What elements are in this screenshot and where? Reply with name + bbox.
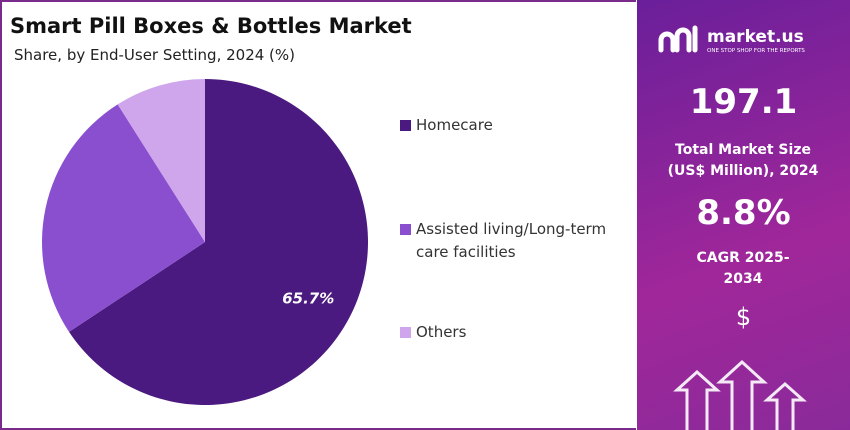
- legend-item: Homecare: [400, 114, 630, 137]
- chart-panel: Smart Pill Boxes & Bottles Market Share,…: [0, 0, 636, 430]
- pie: 65.7%: [41, 79, 368, 405]
- legend-label: Others: [416, 323, 467, 341]
- chart-title: Smart Pill Boxes & Bottles Market: [10, 14, 412, 38]
- tagline: ONE STOP SHOP FOR THE REPORTS: [707, 48, 805, 54]
- market-size: 197.1: [689, 82, 798, 122]
- decoration: [658, 25, 807, 430]
- legend-label: Assisted living/Long-term care facilitie…: [416, 220, 607, 261]
- pie-slice: [41, 104, 205, 332]
- chart-subtitle: Share, by End-User Setting, 2024 (%): [14, 46, 296, 64]
- legend-item: Assisted living/Long-term care facilitie…: [400, 218, 630, 264]
- brand: market.us: [707, 27, 804, 47]
- data-label: 65.7%: [282, 289, 334, 307]
- side-panel: market.us ONE STOP SHOP FOR THE REPORTS …: [637, 0, 850, 430]
- pie-slice: [117, 79, 205, 242]
- pie-slice: [69, 79, 368, 405]
- currency-icon: $: [735, 303, 752, 331]
- legend-swatch: [400, 224, 411, 235]
- legend-item: Others: [400, 321, 630, 344]
- legend-swatch: [400, 327, 411, 338]
- legend-label: Homecare: [416, 116, 493, 134]
- legend-swatch: [400, 120, 411, 131]
- market-size-label: Total Market Size (US$ Million), 2024: [667, 142, 819, 179]
- cagr: 8.8%: [696, 193, 791, 233]
- cagr-label: CAGR 2025-2034: [696, 250, 790, 287]
